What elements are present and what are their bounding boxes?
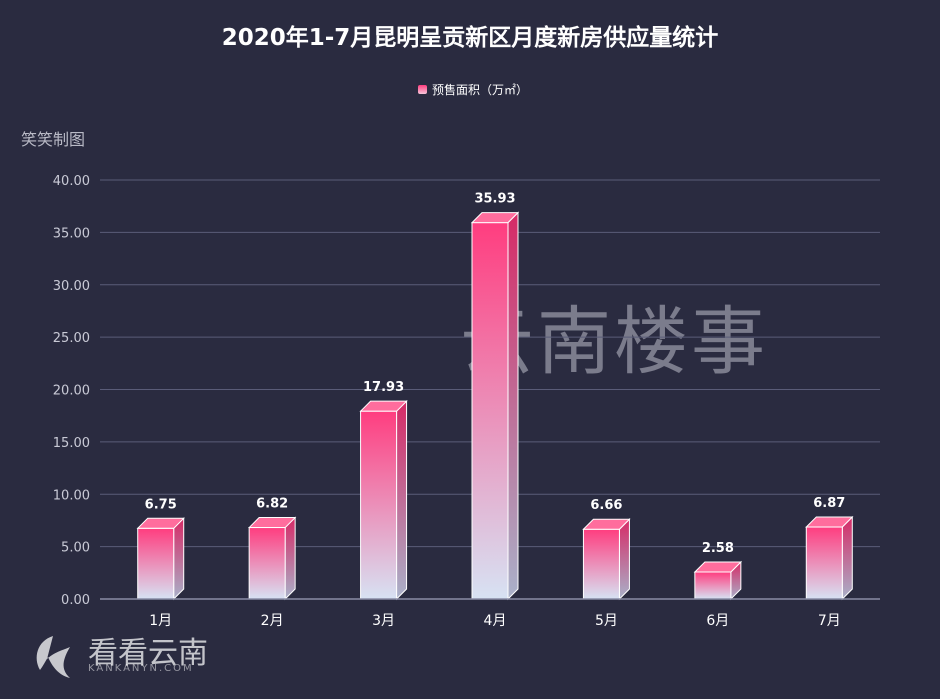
x-tick-label-7: 7月 [818, 613, 841, 629]
logo-mark-icon [36, 636, 70, 678]
x-tick-label-1: 1月 [149, 613, 172, 629]
y-tick-label-4: 20.00 [53, 384, 90, 399]
bar-top-5 [582, 518, 631, 530]
bar-top-1 [136, 517, 185, 529]
corner-watermark: 笑笑制图 [21, 130, 86, 149]
chart-title: 2020年1-7月昆明呈贡新区月度新房供应量统计 [221, 25, 719, 51]
bar-side-7 [841, 515, 853, 601]
x-tick-label-6: 6月 [706, 613, 729, 629]
y-tick-label-2: 10.00 [53, 488, 90, 503]
y-tick-label-8: 40.00 [53, 174, 90, 189]
x-tick-label-2: 2月 [261, 613, 284, 629]
bar-3 [360, 410, 398, 600]
legend-label: 预售面积（万㎡） [432, 82, 529, 97]
data-label-6: 2.58 [702, 541, 734, 556]
logo-subtext: KANKANYN.COM [88, 663, 194, 674]
bar-side-5 [618, 518, 630, 601]
y-tick-label-7: 35.00 [53, 226, 90, 241]
y-tick-label-6: 30.00 [53, 279, 90, 294]
bar-top-6 [693, 561, 743, 573]
data-label-5: 6.66 [590, 498, 622, 513]
kankanyn-logo: 看看云南 KANKANYN.COM [28, 626, 228, 682]
bar-top-3 [359, 400, 408, 412]
bar-7 [805, 526, 843, 600]
data-label-1: 6.75 [145, 497, 177, 512]
bar-5 [582, 528, 620, 600]
bar-side-2 [284, 516, 296, 601]
x-tick-label-3: 3月 [372, 613, 395, 629]
data-label-3: 17.93 [363, 380, 404, 395]
y-tick-label-1: 5.00 [61, 541, 90, 556]
bar-side-1 [173, 517, 185, 601]
legend-swatch [418, 84, 427, 94]
bar-6 [694, 571, 732, 600]
x-tick-label-5: 5月 [595, 613, 618, 629]
bar-4 [471, 222, 509, 600]
bar-side-3 [396, 399, 408, 601]
bar-2 [248, 527, 286, 600]
x-tick-label-4: 4月 [484, 613, 507, 629]
legend[interactable]: 预售面积（万㎡） [418, 81, 528, 97]
logo-text: 看看云南 [88, 636, 208, 671]
data-label-4: 35.93 [474, 192, 515, 207]
bar-1 [137, 527, 175, 600]
y-tick-label-5: 25.00 [53, 331, 90, 346]
bar-top-2 [247, 517, 297, 529]
data-label-2: 6.82 [256, 497, 288, 512]
bar-side-4 [507, 211, 519, 601]
bar-top-4 [470, 212, 520, 224]
y-tick-label-3: 15.00 [53, 436, 90, 451]
y-tick-label-0: 0.00 [61, 593, 90, 608]
data-label-7: 6.87 [813, 496, 845, 511]
bar-top-7 [805, 516, 854, 528]
